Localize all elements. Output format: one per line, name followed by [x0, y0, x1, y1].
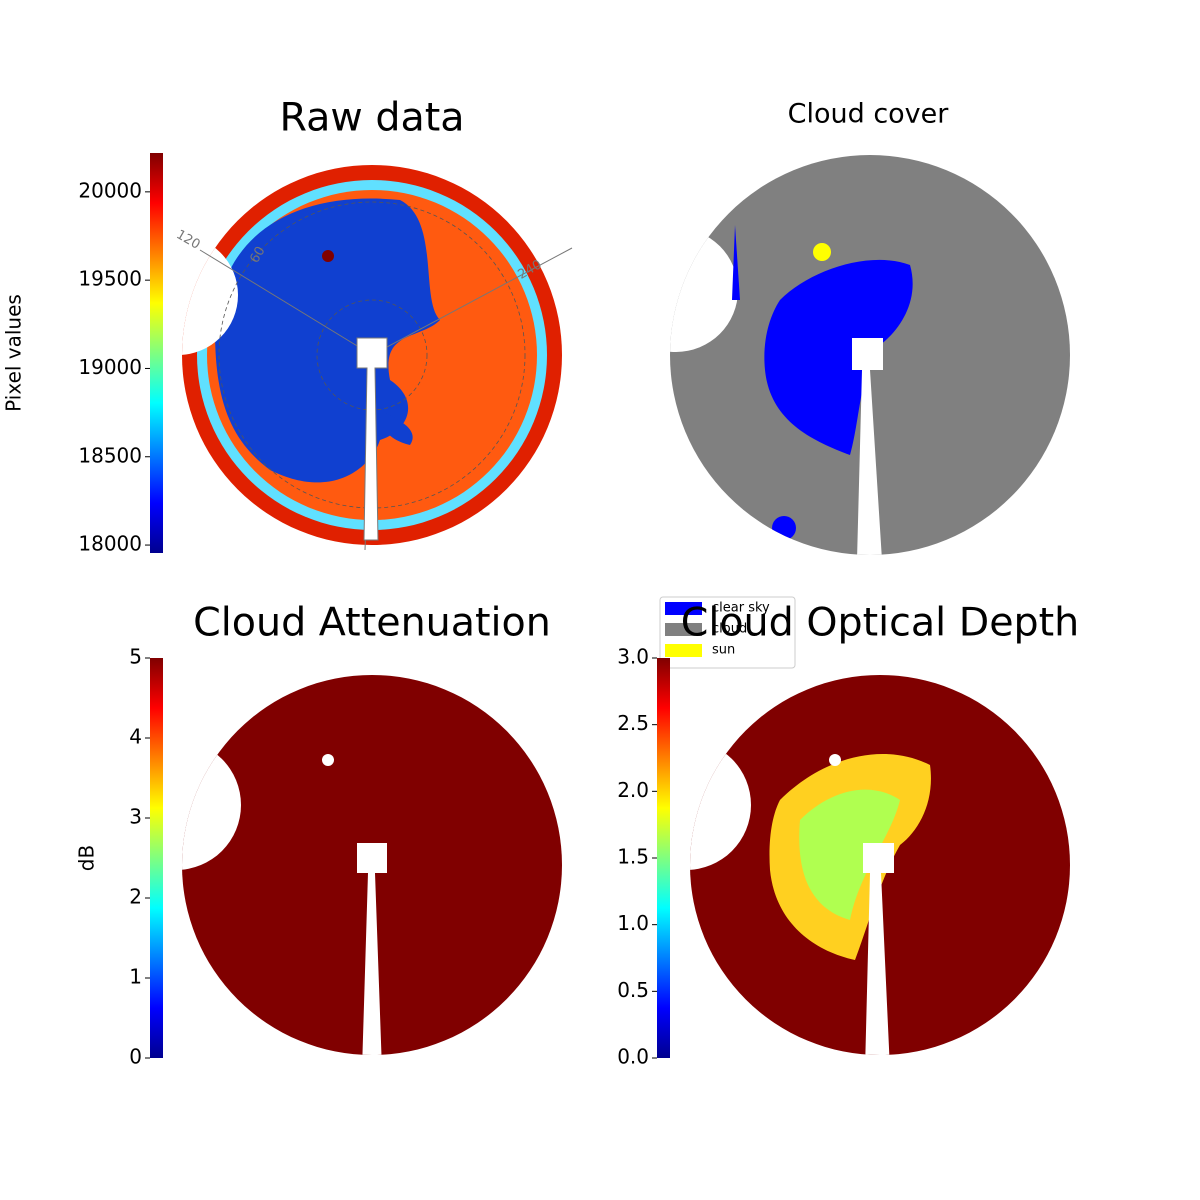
- colorbar: [150, 153, 163, 553]
- colorbar-tick-label: 20000: [78, 178, 142, 202]
- colorbar-label: Pixel values: [2, 294, 26, 412]
- colorbar-tick-label: 2.0: [617, 778, 649, 802]
- colorbar-tick-label: 1.5: [617, 845, 649, 869]
- colorbar-tick-label: 4: [129, 725, 142, 749]
- polar-label: 120: [173, 227, 202, 252]
- colorbar: [657, 658, 670, 1058]
- colorbar-tick-label: 1: [129, 965, 142, 989]
- legend-swatch: [665, 644, 702, 657]
- optical-depth-image: [690, 675, 1070, 1055]
- colorbar-tick-label: 18500: [78, 443, 142, 467]
- colorbar-tick-label: 19500: [78, 267, 142, 291]
- panel-title: Cloud Optical Depth: [681, 600, 1080, 646]
- colorbar-tick-label: 1.0: [617, 911, 649, 935]
- panel-title: Cloud Attenuation: [193, 600, 551, 646]
- colorbar-tick-label: 0.0: [617, 1045, 649, 1069]
- attenuation-image: [182, 675, 562, 1055]
- cloud-cover-image: [670, 155, 1070, 555]
- colorbar-tick-label: 0.5: [617, 978, 649, 1002]
- legend-label: cloud: [712, 622, 747, 637]
- legend-swatch: [665, 602, 702, 615]
- legend-label: clear sky: [712, 601, 770, 616]
- colorbar-tick-label: 2.5: [617, 711, 649, 735]
- legend-swatch: [665, 623, 702, 636]
- panel-title: Cloud cover: [788, 99, 950, 130]
- legend-label: sun: [712, 643, 735, 658]
- colorbar: [150, 658, 163, 1058]
- colorbar-label: dB: [75, 845, 99, 871]
- colorbar-tick-label: 5: [129, 645, 142, 669]
- clear-patch: [732, 225, 740, 300]
- colorbar-tick-label: 18000: [78, 532, 142, 556]
- colorbar-tick-label: 3: [129, 805, 142, 829]
- panel-title: Raw data: [280, 95, 465, 141]
- colorbar-tick-label: 19000: [78, 355, 142, 379]
- colorbar-tick-label: 2: [129, 885, 142, 909]
- colorbar-tick-label: 0: [129, 1045, 142, 1069]
- colorbar-tick-label: 3.0: [617, 645, 649, 669]
- mast: [356, 337, 388, 541]
- raw-image: [182, 165, 562, 545]
- polar-label: 60: [247, 244, 268, 266]
